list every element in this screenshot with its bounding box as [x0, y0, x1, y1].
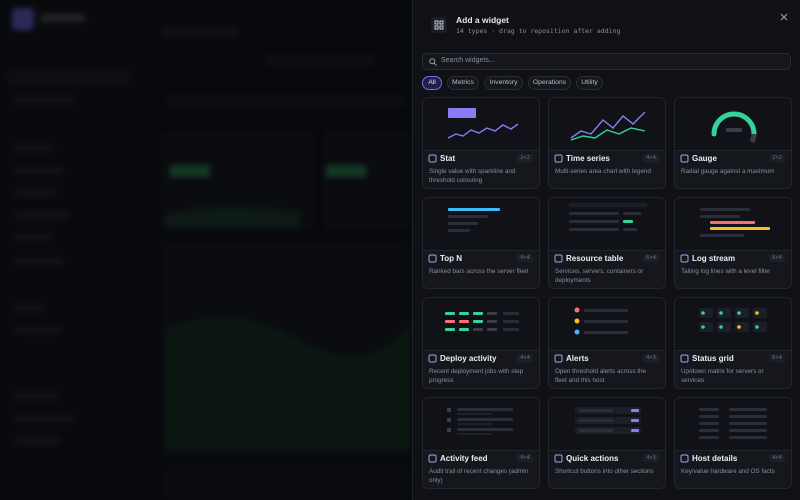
widget-icon [554, 354, 563, 363]
widget-icon [554, 454, 563, 463]
widget-name: Log stream [692, 254, 736, 263]
widget-description: Audit trail of recent changes (admin onl… [429, 468, 529, 484]
widget-preview [549, 198, 665, 251]
widget-name: Time series [566, 154, 610, 163]
widget-preview [675, 98, 791, 151]
widget-icon [428, 254, 437, 263]
widget-icon [680, 454, 689, 463]
widget-card[interactable]: Host details 4×4 Key/value hardware and OS… [674, 397, 792, 489]
widget-name: Quick actions [566, 454, 619, 463]
widget-size: 6×4 [643, 254, 659, 262]
widget-preview [675, 298, 791, 351]
widget-name: Status grid [692, 354, 734, 363]
widget-card[interactable]: Alerts 4×3 Open threshold alerts across th… [548, 297, 666, 389]
widget-preview [423, 198, 539, 251]
filter-tab[interactable]: Metrics [447, 76, 479, 90]
widget-icon [680, 254, 689, 263]
widget-description: Key/value hardware and OS facts [681, 468, 775, 475]
widget-description: Radial gauge against a maximum [681, 168, 775, 175]
widget-description: Shortcut buttons into other sections [555, 468, 654, 475]
widget-card[interactable]: Deploy activity 4×4 Recent deployment jobs… [422, 297, 540, 389]
widget-size: 4×4 [643, 154, 659, 162]
widget-description: Multi-series area chart with legend [555, 168, 651, 175]
widget-card[interactable]: Top N 4×4 Ranked bars across the server fl… [422, 197, 540, 289]
widget-card[interactable]: Stat 2×2 Single value with sparkline and t… [422, 97, 540, 189]
widget-preview [675, 398, 791, 451]
widget-name: Gauge [692, 154, 717, 163]
widget-size: 4×4 [769, 454, 785, 462]
widget-preview [549, 98, 665, 151]
search-placeholder: Search widgets... [441, 57, 495, 64]
widget-card[interactable]: Activity feed 4×4 Audit trail of recent ch… [422, 397, 540, 489]
widget-icon [554, 154, 563, 163]
widget-size: 4×4 [517, 254, 533, 262]
widget-name: Resource table [566, 254, 624, 263]
widget-card[interactable]: Status grid 6×4 Up/down matrix for servers… [674, 297, 792, 389]
widget-preview [423, 98, 539, 151]
search-input[interactable]: Search widgets... [422, 53, 791, 70]
widget-name: Activity feed [440, 454, 488, 463]
widget-size: 6×4 [769, 254, 785, 262]
filter-tab[interactable]: Inventory [484, 76, 523, 90]
widget-icon [680, 154, 689, 163]
filter-tab[interactable]: Operations [528, 76, 571, 90]
drawer-subtitle: 14 types · drag to reposition after addi… [456, 27, 621, 35]
widget-description: Up/down matrix for servers or services [681, 368, 764, 384]
widget-preview [675, 198, 791, 251]
widget-description: Single value with sparkline and threshol… [429, 168, 516, 184]
widget-description: Services, servers, containers or deploym… [555, 268, 644, 284]
widget-description: Tailing log lines with a level filter [681, 268, 771, 275]
widget-name: Stat [440, 154, 456, 163]
widget-size: 4×3 [643, 354, 659, 362]
drawer-title: Add a widget [456, 15, 509, 25]
search-icon [429, 58, 437, 66]
filter-tab[interactable]: All [422, 76, 442, 90]
filter-tab[interactable]: Utility [576, 76, 603, 90]
widget-size: 4×3 [643, 454, 659, 462]
widget-icon [554, 254, 563, 263]
widget-card[interactable]: Time series 4×4 Multi-series area chart wi… [548, 97, 666, 189]
widget-size: 2×2 [517, 154, 533, 162]
header-icon [431, 17, 447, 33]
close-button[interactable] [779, 12, 789, 22]
widget-card[interactable]: Log stream 6×4 Tailing log lines with a le… [674, 197, 792, 289]
widget-name: Deploy activity [440, 354, 497, 363]
widget-size: 6×4 [769, 354, 785, 362]
widget-size: 4×4 [517, 354, 533, 362]
widget-drawer: Add a widget 14 types · drag to repositi… [412, 0, 800, 500]
widget-card[interactable]: Resource table 6×4 Services, servers, cont… [548, 197, 666, 289]
backdrop[interactable] [0, 0, 412, 500]
widget-icon [680, 354, 689, 363]
widget-name: Alerts [566, 354, 589, 363]
widget-description: Open threshold alerts across the fleet a… [555, 368, 647, 384]
widget-description: Recent deployment jobs with step progres… [429, 368, 524, 384]
widget-icon [428, 454, 437, 463]
widget-size: 4×4 [517, 454, 533, 462]
widget-card[interactable]: Gauge 2×2 Radial gauge against a maximum [674, 97, 792, 189]
widget-icon [428, 354, 437, 363]
widget-description: Ranked bars across the server fleet [429, 268, 529, 275]
widget-preview [549, 398, 665, 451]
widget-card[interactable]: Quick actions 4×3 Shortcut buttons into ot… [548, 397, 666, 489]
widget-preview [549, 298, 665, 351]
widget-name: Host details [692, 454, 738, 463]
widget-size: 2×2 [769, 154, 785, 162]
widget-icon [428, 154, 437, 163]
widget-name: Top N [440, 254, 463, 263]
widget-preview [423, 398, 539, 451]
widget-preview [423, 298, 539, 351]
